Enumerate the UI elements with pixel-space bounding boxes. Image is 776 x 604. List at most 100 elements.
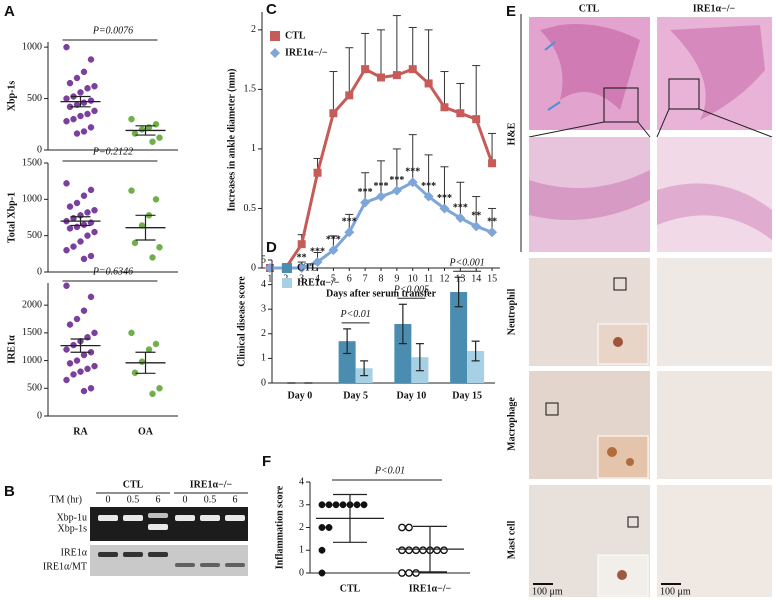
y-tick-label: 0: [251, 262, 256, 273]
significance: ***: [389, 175, 404, 186]
data-point: [63, 180, 70, 187]
y-tick-label: 2: [261, 328, 266, 339]
data-point: [318, 524, 326, 531]
p-value: P<0.001: [448, 258, 484, 269]
data-point: [63, 117, 70, 125]
x-tick-label: 6: [347, 273, 352, 284]
marker: [487, 227, 498, 238]
y-axis-label: IRE1α: [6, 335, 17, 364]
y-tick-label: 4: [261, 279, 266, 290]
y-tick-label: 1: [299, 545, 304, 556]
marker: [455, 212, 466, 223]
data-point: [398, 546, 406, 555]
cell: [607, 447, 617, 457]
data-point: [325, 501, 333, 509]
x-tick-label: 1: [267, 273, 272, 284]
significance: ***: [421, 181, 436, 192]
data-point: [87, 293, 95, 301]
data-point: [73, 223, 81, 231]
panel-letter: A: [4, 3, 15, 20]
legend-swatch: [282, 263, 292, 273]
legend-label: IRE1α−/−: [285, 47, 328, 58]
significance: ***: [437, 193, 452, 204]
data-point: [419, 546, 427, 555]
significance: ***: [453, 202, 468, 213]
x-tick-label: IRE1α−/−: [409, 583, 452, 594]
marker: [376, 191, 386, 202]
data-point: [84, 209, 91, 216]
band-label: IRE1α/MT: [43, 561, 87, 572]
y-tick-label: 0.5: [244, 203, 257, 214]
marker: [408, 65, 417, 74]
data-point: [412, 546, 420, 555]
data-point: [87, 186, 95, 194]
bar: [450, 291, 468, 383]
data-point: [138, 126, 146, 133]
data-point: [91, 107, 98, 115]
y-tick-label: 3: [299, 499, 304, 510]
p-value: P=0.0076: [92, 25, 133, 36]
marker: [312, 257, 323, 268]
p-value: P<0.005: [393, 285, 429, 296]
marker: [423, 191, 434, 202]
marker: [296, 263, 307, 273]
data-point: [149, 138, 156, 146]
data-point: [91, 362, 98, 370]
inset: [597, 323, 649, 365]
data-point: [80, 351, 88, 359]
y-tick-label: 1: [261, 353, 266, 364]
data-point: [66, 203, 74, 210]
x-tick-label: Day 0: [288, 390, 313, 401]
marker: [328, 245, 339, 256]
x-tick-label: 13: [455, 273, 465, 284]
group-label: CTL: [123, 479, 144, 490]
zoom-line: [637, 121, 651, 138]
p-value: P<0.01: [339, 309, 370, 320]
data-point: [87, 56, 95, 63]
legend-label: IRE1α−/−: [297, 277, 340, 288]
data-point: [70, 371, 77, 378]
group-label: IRE1α−/−: [190, 479, 233, 490]
lane-label: 6: [233, 494, 238, 505]
column-label: CTL: [579, 3, 600, 14]
data-point: [87, 97, 95, 104]
x-tick-label: 3: [299, 273, 304, 284]
x-axis-label: Days after serum transfer: [326, 288, 437, 299]
p-value: P=0.6346: [92, 266, 133, 277]
blot-bands: [98, 552, 245, 567]
data-point: [73, 130, 81, 137]
data-point: [360, 501, 368, 509]
data-point: [405, 569, 413, 577]
data-point: [398, 569, 406, 577]
data-point: [84, 365, 91, 373]
lane-label: 0: [183, 494, 188, 505]
marker: [392, 71, 401, 80]
data-point: [63, 282, 70, 290]
significance: ***: [310, 246, 325, 257]
y-tick-label: 0: [37, 410, 42, 421]
data-point: [398, 523, 406, 532]
blot-ire1a: [90, 545, 248, 576]
y-tick-label: 1500: [22, 157, 42, 168]
significance: ***: [326, 234, 341, 245]
tissue: [657, 183, 772, 240]
data-point: [433, 546, 441, 555]
y-tick-label: 0: [299, 567, 304, 578]
data-point: [73, 357, 81, 364]
bar: [338, 341, 356, 383]
y-axis-label: Total Xbp-1: [6, 192, 17, 243]
y-tick-label: 1000: [22, 355, 42, 366]
data-point: [80, 68, 88, 76]
data-point: [70, 214, 77, 222]
data-point: [84, 110, 91, 118]
marker: [456, 109, 465, 118]
data-point: [66, 321, 74, 328]
bar: [394, 323, 412, 383]
data-point: [77, 238, 84, 245]
data-point: [152, 340, 160, 348]
data-point: [91, 82, 98, 90]
marker: [471, 221, 482, 232]
y-axis-label: Xbp-1s: [6, 81, 17, 112]
inset: [597, 435, 649, 479]
x-tick-label: 5: [331, 273, 336, 284]
